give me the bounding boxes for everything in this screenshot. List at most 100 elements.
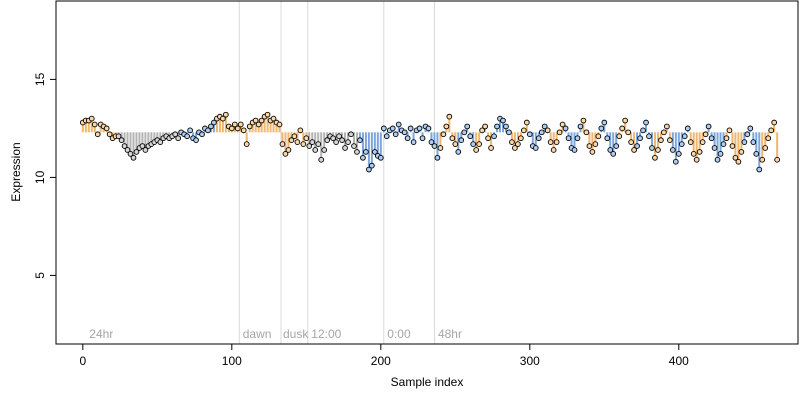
data-point	[500, 117, 506, 124]
data-point	[553, 139, 560, 145]
data-point	[446, 113, 453, 120]
data-point	[655, 147, 661, 153]
data-point	[208, 123, 214, 130]
data-point	[747, 125, 754, 132]
data-point	[330, 135, 336, 142]
data-point	[544, 127, 551, 134]
data-point	[407, 125, 414, 132]
data-point	[199, 131, 205, 138]
data-point	[619, 125, 626, 132]
data-point	[485, 135, 491, 142]
data-point	[342, 145, 348, 151]
data-point	[592, 141, 599, 147]
x-tick-label: 0	[79, 354, 86, 368]
data-point	[756, 166, 763, 173]
data-point	[291, 133, 298, 140]
data-point	[583, 129, 590, 136]
data-point	[708, 135, 715, 142]
data-point	[541, 123, 548, 130]
y-tick-label: 5	[33, 272, 47, 279]
data-point	[753, 151, 760, 157]
data-point	[434, 154, 441, 161]
data-point	[380, 125, 387, 132]
data-point	[270, 115, 277, 122]
phase-annotation: dawn	[243, 327, 272, 341]
data-point	[234, 125, 241, 132]
data-point	[672, 158, 679, 165]
data-point	[622, 117, 629, 124]
data-point	[205, 127, 211, 134]
data-point	[586, 143, 593, 149]
data-point	[279, 141, 286, 147]
data-point	[312, 147, 319, 153]
y-tick-label: 10	[33, 170, 47, 184]
data-point	[175, 135, 182, 142]
data-point	[625, 129, 631, 136]
data-point	[473, 147, 480, 153]
data-point	[309, 139, 316, 145]
data-point	[130, 154, 137, 161]
x-tick-label: 400	[669, 354, 689, 368]
data-point	[452, 141, 459, 147]
data-point	[562, 125, 569, 132]
data-point	[765, 135, 772, 142]
data-point	[699, 139, 706, 145]
x-tick-label: 300	[520, 354, 540, 368]
data-point	[106, 131, 113, 138]
data-point	[518, 135, 524, 142]
data-point	[693, 156, 700, 163]
data-point	[294, 139, 301, 145]
data-point	[94, 131, 101, 138]
data-point	[303, 135, 310, 142]
data-point	[339, 137, 345, 144]
y-axis-label: Expression	[9, 142, 23, 201]
data-point	[631, 147, 637, 153]
data-point	[696, 149, 703, 155]
data-point	[124, 147, 131, 153]
data-point	[565, 135, 572, 142]
data-point	[515, 141, 521, 147]
phase-annotation: 12:00	[311, 327, 341, 341]
data-point	[637, 135, 643, 142]
data-point	[601, 119, 608, 126]
data-point	[228, 125, 235, 132]
data-point	[726, 127, 733, 134]
data-point	[640, 127, 646, 134]
data-point	[240, 127, 247, 134]
data-point	[324, 137, 331, 144]
data-point	[595, 133, 602, 140]
data-point	[705, 123, 712, 130]
data-point	[172, 131, 179, 138]
data-point	[455, 149, 462, 155]
data-point	[738, 149, 745, 155]
data-point	[687, 139, 694, 145]
y-axis: 5 10 15	[33, 72, 57, 279]
data-point	[103, 125, 110, 132]
data-point	[550, 147, 557, 153]
data-point	[589, 149, 596, 155]
data-point	[610, 151, 617, 157]
data-point	[717, 151, 724, 157]
data-point	[276, 121, 283, 128]
data-point	[556, 129, 563, 136]
data-point	[729, 143, 736, 149]
data-point	[669, 147, 676, 153]
data-point	[464, 123, 471, 130]
data-point	[741, 139, 748, 145]
data-point	[416, 125, 423, 132]
data-point	[389, 125, 396, 132]
data-point	[321, 147, 328, 153]
data-point	[759, 156, 766, 163]
data-point	[532, 145, 539, 151]
data-point	[318, 156, 325, 163]
point-layer	[79, 111, 780, 173]
phase-annotation: 0:00	[387, 327, 411, 341]
data-point	[503, 123, 509, 130]
data-point	[574, 135, 581, 142]
data-point	[392, 131, 399, 138]
data-point	[88, 115, 95, 122]
data-point	[410, 139, 417, 145]
data-point	[401, 129, 408, 136]
phase-annotation: 48hr	[438, 327, 462, 341]
